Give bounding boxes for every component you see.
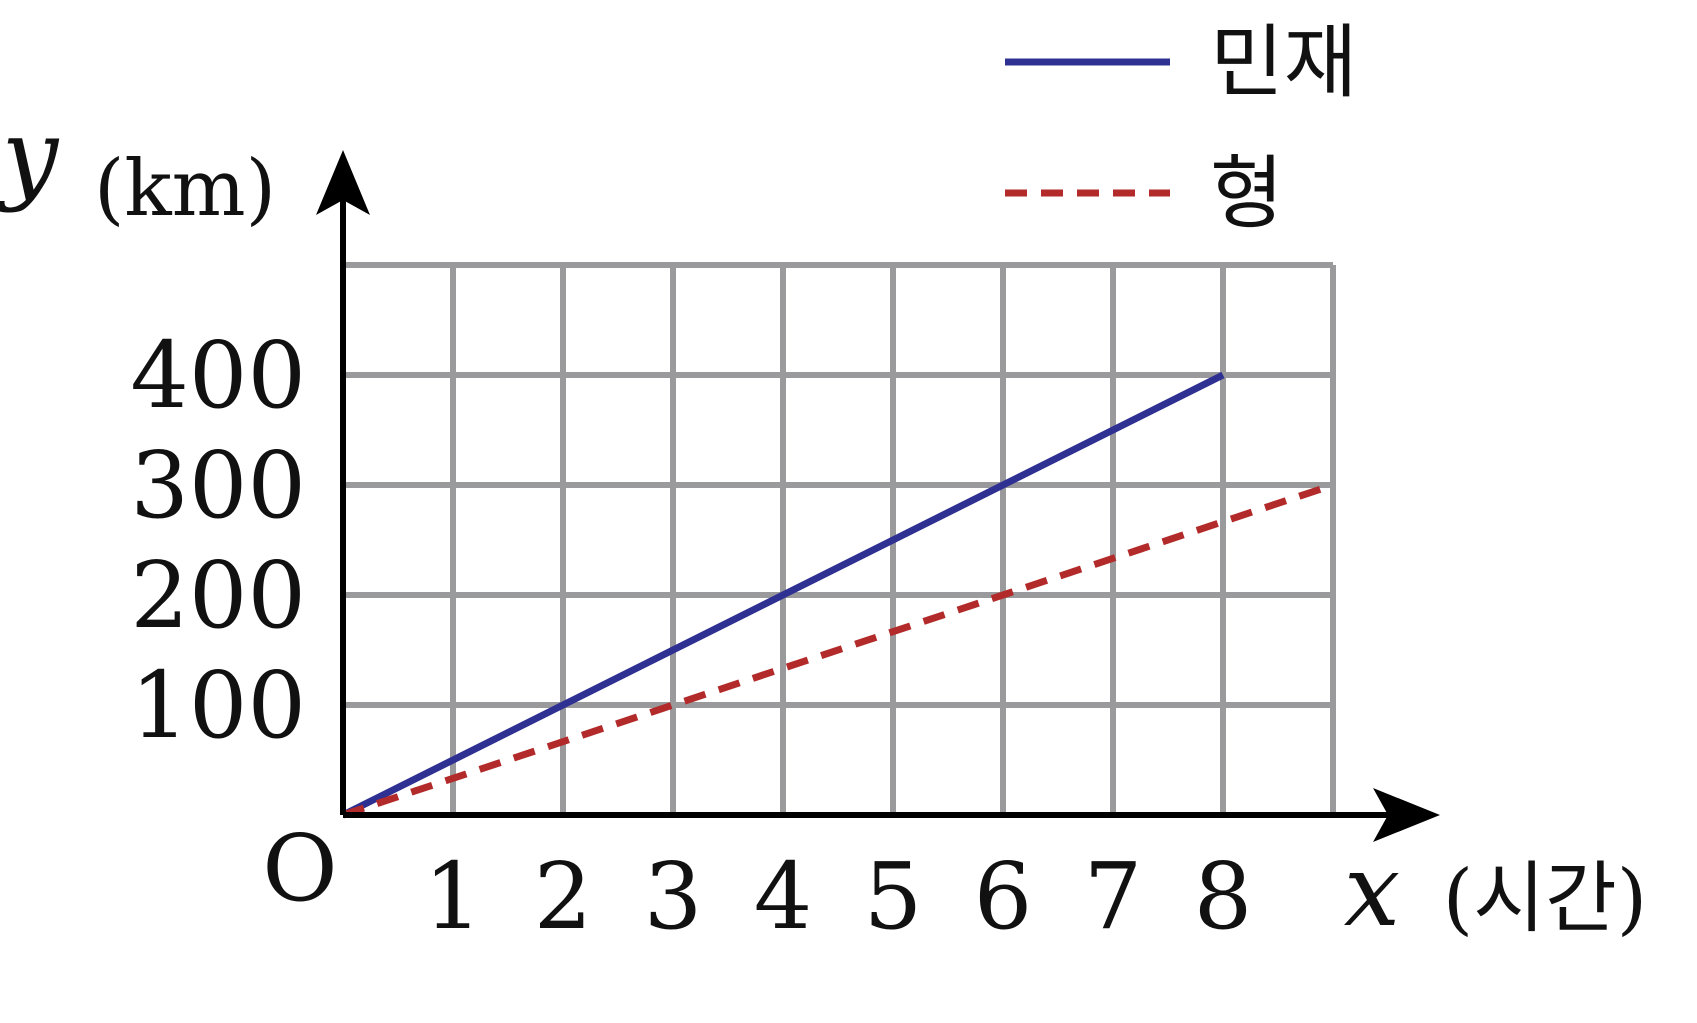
x-tick-label: 4 (754, 843, 813, 950)
y-axis-variable: y (0, 97, 60, 214)
y-axis-unit: (km) (94, 144, 276, 234)
legend-label-1: 형 (1210, 147, 1284, 240)
y-tick-label: 100 (130, 652, 306, 759)
series-line-0 (341, 371, 1225, 819)
axes (316, 150, 1440, 842)
x-tick-label: 8 (1194, 843, 1253, 950)
x-tick-label: 3 (644, 843, 703, 950)
legend: 민재형 (1005, 16, 1357, 240)
series-layer (341, 371, 1335, 819)
y-tick-label: 300 (130, 432, 306, 539)
x-axis-variable: x (1344, 832, 1400, 949)
y-tick-label: 200 (130, 542, 306, 649)
legend-label-0: 민재 (1210, 16, 1357, 109)
x-tick-label: 5 (864, 843, 923, 950)
grid (343, 262, 1336, 815)
x-axis-arrow (1373, 788, 1440, 842)
x-axis-unit: (시간) (1443, 854, 1647, 944)
y-axis-arrow (316, 150, 370, 215)
x-tick-label: 6 (974, 843, 1033, 950)
x-tick-label: 7 (1084, 843, 1143, 950)
series-line-1 (341, 481, 1335, 819)
y-tick-label: 400 (130, 322, 306, 429)
x-tick-label: 2 (534, 843, 593, 950)
x-tick-label: 1 (424, 843, 483, 950)
origin-label: O (262, 815, 337, 922)
